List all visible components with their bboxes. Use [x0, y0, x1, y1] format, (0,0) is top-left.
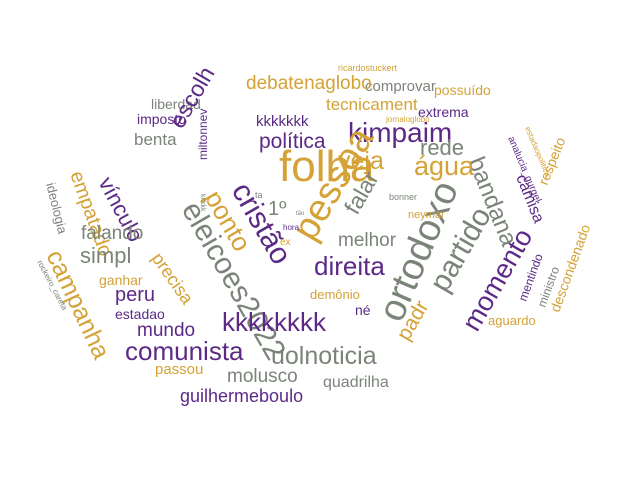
- word: ganhar: [99, 272, 143, 288]
- word: aguardo: [488, 313, 536, 328]
- word: bonner: [389, 192, 417, 202]
- word: liberdad: [151, 96, 201, 112]
- word: ricardostuckert: [338, 63, 398, 73]
- word: imposto: [137, 111, 186, 127]
- word: ex: [280, 237, 291, 248]
- word: ta: [255, 190, 263, 200]
- word: rede: [420, 135, 464, 160]
- word: água: [414, 151, 475, 181]
- word: estadao: [115, 306, 165, 322]
- word: política: [259, 130, 326, 153]
- word: kimpaim: [348, 117, 452, 148]
- word: mundo: [137, 320, 195, 341]
- word: comprovar: [365, 78, 436, 95]
- word: possuído: [434, 82, 491, 98]
- word: miltonnev: [196, 109, 210, 160]
- word: melhor: [338, 230, 397, 251]
- word: quadrilha: [323, 374, 389, 391]
- word: folha: [279, 142, 375, 191]
- word: falando: [81, 223, 143, 244]
- word: molusco: [227, 366, 298, 387]
- word: uolnoticia: [271, 342, 377, 370]
- word: simpl: [80, 243, 131, 268]
- word: veja: [338, 147, 384, 175]
- word: kkkkk: [199, 194, 206, 212]
- word: jornaloglobo: [385, 115, 430, 124]
- word: tão: [296, 211, 305, 217]
- word: kkkkkkk: [256, 113, 309, 130]
- word: extrema: [418, 104, 469, 120]
- word: guilhermeboulo: [180, 386, 303, 406]
- word: kkkkkkkk: [222, 307, 327, 337]
- word: neymar: [408, 209, 445, 221]
- word: hora: [283, 223, 300, 232]
- word: peru: [115, 284, 155, 306]
- word: ideologia: [43, 181, 70, 236]
- word: demônio: [310, 287, 360, 302]
- word: tecnicament: [326, 95, 418, 114]
- word: precisa: [148, 249, 198, 309]
- word: direita: [314, 251, 385, 281]
- word: 1º: [268, 198, 287, 220]
- word: comunista: [125, 336, 244, 366]
- word: passou: [155, 361, 203, 378]
- word: benta: [134, 130, 177, 149]
- word: debatenaglobo: [246, 73, 372, 94]
- word: né: [355, 302, 371, 318]
